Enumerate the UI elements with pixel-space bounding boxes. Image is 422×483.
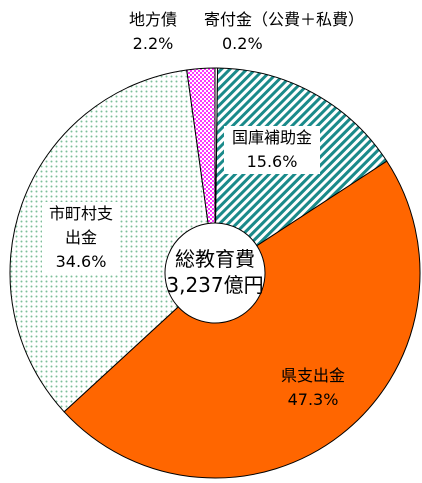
value-label: 0.2% <box>222 34 263 53</box>
slice-label: 寄付金（公費＋私費） 0.2% <box>204 8 414 56</box>
slice-label: 市町村支出金 34.6% <box>42 202 120 274</box>
value-label: 47.3% <box>287 390 339 409</box>
category-label: 県支出金 <box>280 366 345 385</box>
slice-label: 国庫補助金 15.6% <box>224 126 320 174</box>
category-label: 市町村支出金 <box>48 204 113 247</box>
category-label: 国庫補助金 <box>231 128 312 147</box>
slice-label: 地方債 2.2% <box>120 8 186 56</box>
category-label: 寄付金（公費＋私費） <box>204 10 365 29</box>
donut-slice <box>186 67 216 225</box>
value-label: 2.2% <box>132 34 174 53</box>
category-label: 地方債 <box>128 10 177 29</box>
slice-label: 県支出金 47.3% <box>258 364 368 412</box>
center-total: 3,237億円 <box>166 273 264 297</box>
center-label: 総教育費 3,237億円 <box>150 246 280 298</box>
donut-slice <box>63 160 421 479</box>
center-title: 総教育費 <box>175 247 255 271</box>
value-label: 34.6% <box>55 252 107 271</box>
value-label: 15.6% <box>246 152 298 171</box>
